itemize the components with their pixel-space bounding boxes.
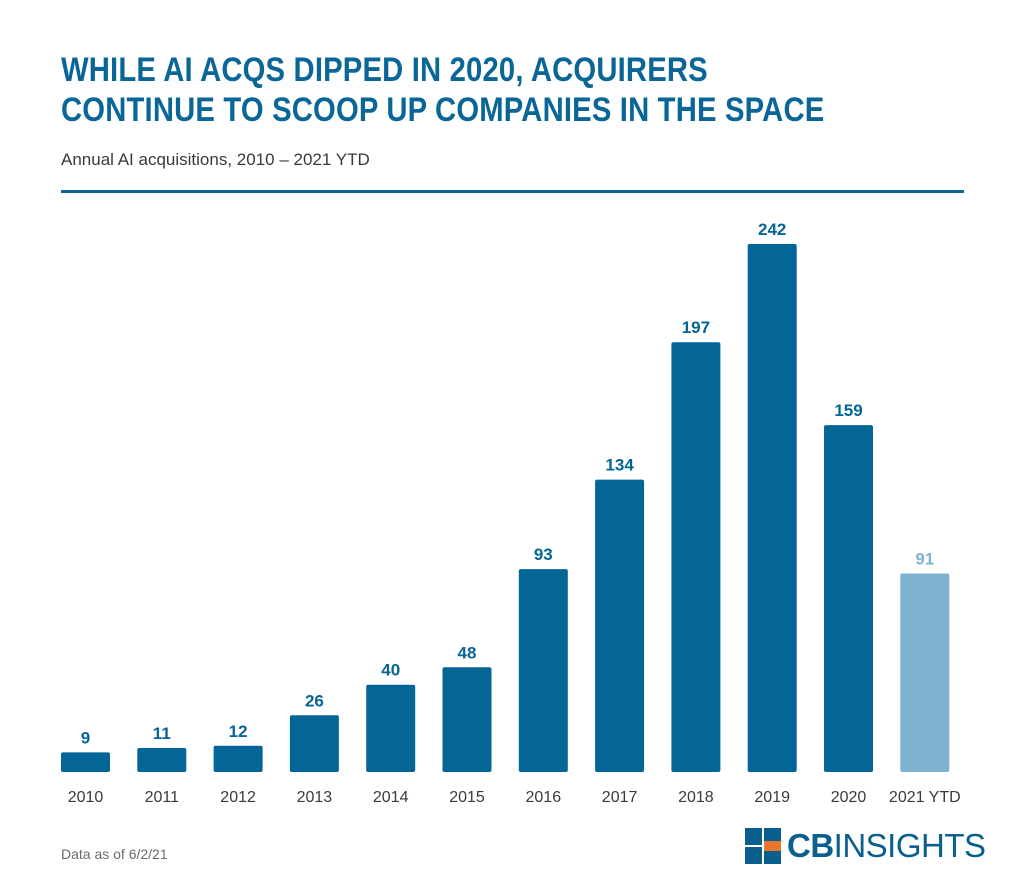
x-tick-label-2010: 2010 — [68, 789, 104, 806]
bar-2015 — [442, 667, 492, 772]
data-label-2019: 242 — [758, 220, 786, 239]
data-label-2012: 12 — [229, 722, 248, 741]
x-tick-label-2019: 2019 — [754, 789, 790, 806]
bar-2020 — [824, 425, 873, 772]
data-label-2014: 40 — [381, 661, 400, 680]
bar-2016 — [518, 569, 568, 772]
data-label-2021-ytd: 91 — [915, 550, 934, 569]
x-tick-label-2014: 2014 — [373, 789, 409, 806]
x-tick-label-2017: 2017 — [602, 789, 638, 806]
cb-insights-logo-wordmark: CBINSIGHTS — [787, 827, 986, 864]
x-tick-label-2015: 2015 — [449, 789, 485, 806]
x-tick-label-2016: 2016 — [526, 789, 562, 806]
bar-2019 — [747, 244, 797, 772]
data-label-2013: 26 — [305, 691, 324, 710]
chart-title-line-1: WHILE AI ACQS DIPPED IN 2020, ACQUIRERS — [61, 51, 708, 89]
data-label-2015: 48 — [458, 643, 477, 662]
x-tick-label-2013: 2013 — [297, 789, 333, 806]
data-label-2018: 197 — [682, 318, 710, 337]
chart-title-line-2: CONTINUE TO SCOOP UP COMPANIES IN THE SP… — [61, 91, 825, 129]
x-tick-label-2011: 2011 — [145, 789, 180, 806]
data-label-2017: 134 — [605, 456, 634, 475]
cb-insights-logo-mark-icon — [745, 828, 781, 864]
bar-2012 — [213, 745, 263, 772]
bar-2018 — [671, 342, 721, 772]
bar-2017 — [595, 479, 645, 772]
data-label-2016: 93 — [534, 545, 553, 564]
chart-subtitle: Annual AI acquisitions, 2010 – 2021 YTD — [61, 150, 370, 169]
bar-2014 — [366, 684, 416, 772]
bar-2013 — [289, 715, 339, 772]
cb-insights-logo: CBINSIGHTS — [745, 826, 986, 866]
x-tick-label-2021-ytd: 2021 YTD — [889, 789, 961, 806]
title-divider — [61, 190, 964, 193]
data-label-2011: 11 — [153, 724, 171, 743]
bar-2010 — [61, 752, 110, 772]
data-label-2010: 9 — [81, 728, 90, 747]
data-date-note: Data as of 6/2/21 — [61, 846, 168, 862]
x-tick-label-2020: 2020 — [831, 789, 867, 806]
chart-title: WHILE AI ACQS DIPPED IN 2020, ACQUIRERS … — [61, 50, 852, 130]
bar-2011 — [137, 748, 187, 772]
data-label-2020: 159 — [834, 401, 862, 420]
x-tick-label-2018: 2018 — [678, 789, 714, 806]
x-tick-label-2012: 2012 — [220, 789, 256, 806]
bar-2021-ytd — [900, 573, 950, 772]
